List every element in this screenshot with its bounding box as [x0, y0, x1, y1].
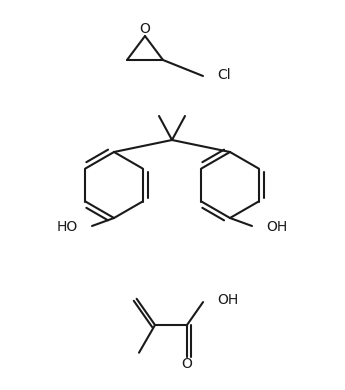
Text: Cl: Cl	[217, 68, 230, 82]
Text: O: O	[140, 22, 150, 36]
Text: OH: OH	[217, 293, 238, 307]
Text: HO: HO	[57, 220, 78, 234]
Text: OH: OH	[266, 220, 287, 234]
Text: O: O	[181, 357, 193, 371]
